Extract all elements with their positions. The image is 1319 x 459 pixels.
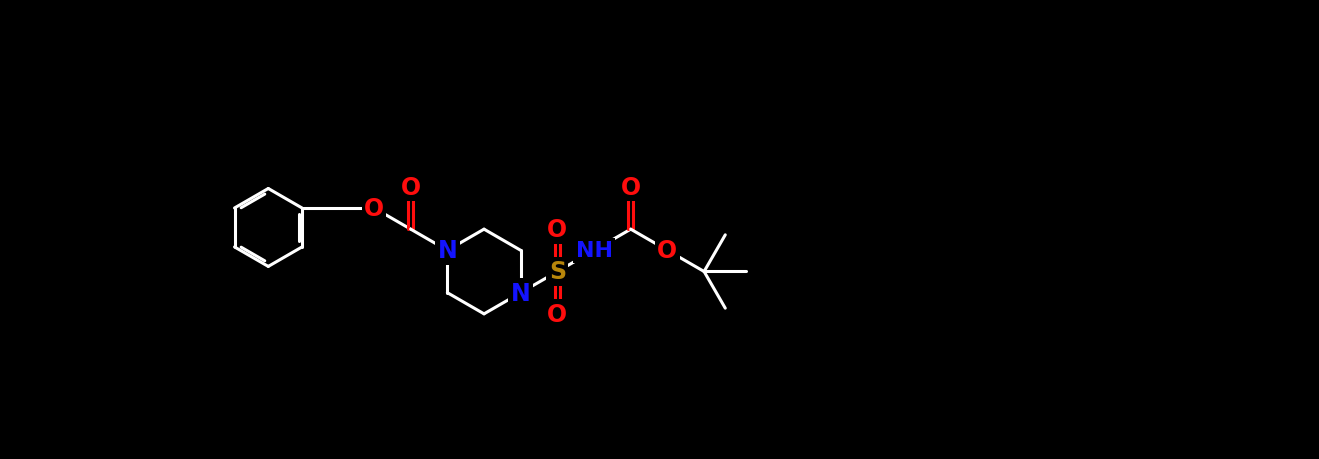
Text: O: O <box>657 239 678 263</box>
Text: S: S <box>549 260 566 284</box>
Text: NH: NH <box>575 241 612 261</box>
Text: N: N <box>438 239 458 263</box>
Text: O: O <box>547 218 567 241</box>
Text: N: N <box>438 239 458 263</box>
Text: O: O <box>547 302 567 326</box>
Text: O: O <box>621 175 641 199</box>
Text: N: N <box>510 281 530 305</box>
Text: O: O <box>401 175 421 199</box>
Text: O: O <box>364 196 384 220</box>
